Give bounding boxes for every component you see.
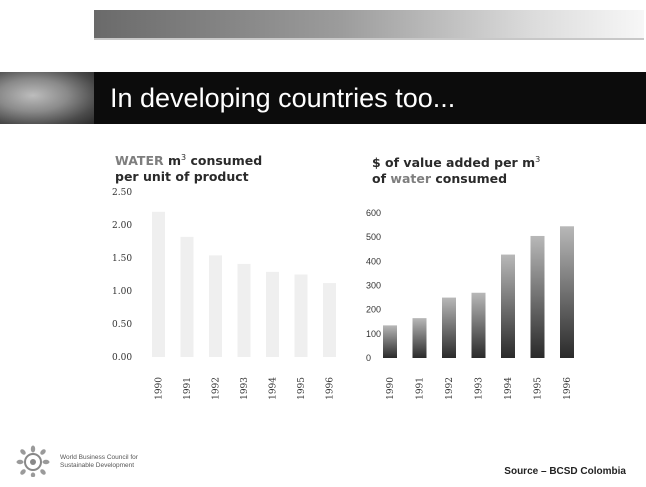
left-chart-title-water: WATER bbox=[115, 153, 164, 169]
left-ytick-label: 1.50 bbox=[112, 254, 132, 264]
right-xtick-label: 1996 bbox=[563, 377, 573, 400]
left-bar-1996 bbox=[323, 283, 336, 357]
right-xtick-label: 1995 bbox=[534, 377, 544, 400]
left-ytick-label: 0.00 bbox=[112, 353, 132, 363]
org-name: World Business Council for Sustainable D… bbox=[60, 454, 138, 470]
left-chart-title-consumed: consumed bbox=[186, 153, 263, 169]
right-chart: 0 100 200 300 400 500 600 1990 1991 1992 1993 1994 1… bbox=[366, 208, 574, 400]
left-bar-1992 bbox=[209, 255, 222, 357]
left-xtick-label: 1993 bbox=[240, 377, 250, 400]
left-ytick-label: 1.00 bbox=[112, 287, 132, 297]
left-chart-title: WATER m3 consumed per unit of product bbox=[115, 150, 262, 185]
left-xtick-label: 1996 bbox=[326, 377, 336, 400]
slide-title: In developing countries too... bbox=[110, 83, 456, 113]
left-xtick-label: 1991 bbox=[183, 377, 193, 400]
right-bar-1991 bbox=[412, 318, 427, 358]
left-bar-1991 bbox=[180, 236, 194, 357]
right-chart-title-consumed: consumed bbox=[431, 171, 508, 187]
left-ytick-label: 0.50 bbox=[112, 320, 132, 330]
source-note: Source – BCSD Colombia bbox=[504, 466, 626, 477]
right-chart-title: $ of value added per m3 of water consume… bbox=[372, 152, 540, 187]
right-bar-1996 bbox=[560, 226, 574, 358]
org-name-line1: World Business Council for bbox=[60, 454, 138, 461]
right-bar-1992 bbox=[442, 297, 456, 358]
left-bar-1995 bbox=[294, 274, 308, 357]
left-xtick-label: 1995 bbox=[297, 377, 307, 400]
left-chart-title-sup: 3 bbox=[181, 153, 187, 162]
right-xtick-label: 1992 bbox=[445, 377, 455, 400]
right-ytick-label: 0 bbox=[366, 353, 371, 363]
right-xtick-label: 1994 bbox=[504, 377, 514, 400]
org-name-line2: Sustainable Development bbox=[60, 462, 135, 469]
right-bar-1993 bbox=[471, 292, 486, 358]
right-ytick-label: 200 bbox=[366, 305, 381, 315]
left-ytick-label: 2.50 bbox=[112, 188, 132, 198]
left-bar-1994 bbox=[266, 271, 279, 357]
right-ytick-label: 500 bbox=[366, 232, 381, 242]
left-xtick-label: 1994 bbox=[269, 377, 279, 400]
header-divider bbox=[94, 38, 644, 40]
left-bar-1990 bbox=[152, 211, 165, 357]
title-image bbox=[0, 72, 94, 124]
left-bar-1993 bbox=[237, 263, 251, 357]
right-ytick-label: 400 bbox=[366, 256, 381, 266]
left-xtick-label: 1992 bbox=[212, 377, 222, 400]
left-chart-title-unit: m bbox=[163, 153, 182, 169]
right-ytick-label: 300 bbox=[366, 281, 381, 291]
right-xtick-label: 1990 bbox=[386, 377, 396, 400]
right-chart-title-of: of bbox=[372, 171, 391, 187]
title-bar bbox=[0, 72, 646, 124]
right-bar-1995 bbox=[530, 235, 545, 358]
header-gradient-bar bbox=[94, 10, 644, 38]
right-chart-title-line1: $ of value added per m bbox=[372, 155, 536, 171]
right-bar-1990 bbox=[383, 325, 397, 358]
right-bar-1994 bbox=[501, 254, 515, 358]
right-ytick-label: 600 bbox=[366, 208, 381, 218]
left-chart: 0.00 0.50 1.00 1.50 2.00 2.50 1990 1991 1992 1993… bbox=[112, 188, 336, 400]
right-ytick-label: 100 bbox=[366, 329, 381, 339]
left-xtick-label: 1990 bbox=[155, 377, 165, 400]
right-chart-title-water: water bbox=[390, 171, 431, 187]
right-xtick-label: 1993 bbox=[475, 377, 485, 400]
right-chart-title-sup: 3 bbox=[535, 155, 541, 164]
left-chart-title-line2: per unit of product bbox=[115, 169, 249, 185]
left-ytick-label: 2.00 bbox=[112, 221, 132, 231]
wbcsd-logo-icon bbox=[16, 445, 50, 477]
right-xtick-label: 1991 bbox=[416, 377, 426, 400]
